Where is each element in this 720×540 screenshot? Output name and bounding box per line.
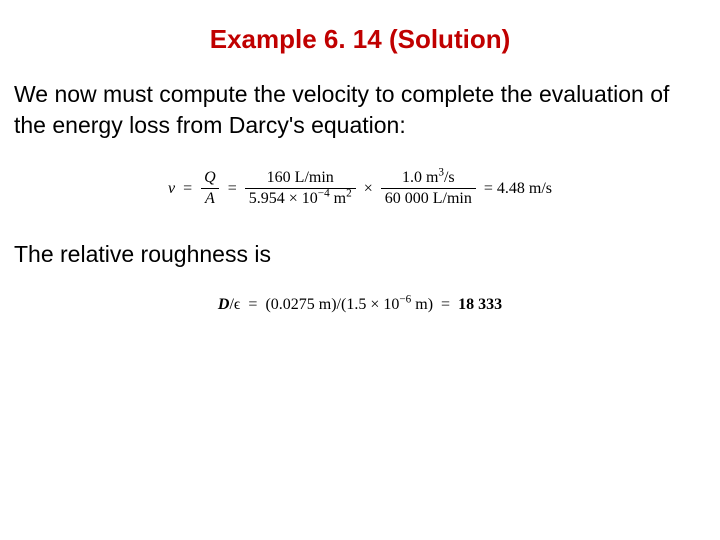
paragraph-1: We now must compute the velocity to comp…: [14, 79, 706, 141]
equation-roughness: D/ϵ = (0.0275 m)/(1.5 × 10−6 m) = 18 333: [14, 296, 706, 314]
eq1-frac3-num: 1.0 m3/s: [398, 169, 459, 188]
eq2-result: 18 333: [458, 296, 502, 314]
eq1-equals-1: =: [183, 180, 192, 198]
eq2-term1: (0.0275 m)/(1.5 × 10−6 m): [265, 296, 433, 314]
eq2-val1: 0.0275 m: [271, 296, 331, 313]
eq1-times: ×: [364, 180, 373, 198]
eq1-frac2-den-a: 5.954 × 10: [249, 190, 318, 207]
eq1-frac3-num-b: /s: [444, 169, 455, 186]
eq1-frac3: 1.0 m3/s 60 000 L/min: [381, 169, 476, 209]
eq1-frac3-den: 60 000 L/min: [381, 188, 476, 208]
eq1-lhs-var: v: [168, 180, 175, 198]
slide-title: Example 6. 14 (Solution): [14, 24, 706, 55]
eq2-equals-1: =: [248, 296, 257, 314]
slide: Example 6. 14 (Solution) We now must com…: [0, 0, 720, 540]
eq2-val2exp: −6: [399, 294, 411, 306]
eq2-equals-2: =: [441, 296, 450, 314]
eq2-rp2: ): [428, 296, 433, 313]
eq1-frac2-den-exp2: 2: [346, 188, 352, 200]
eq2-val2a: 1.5 × 10: [346, 296, 399, 313]
eq1-frac2-den-exp: −4: [318, 188, 330, 200]
eq1-frac2: 160 L/min 5.954 × 10−4 m2: [245, 169, 356, 209]
equation-velocity: v = Q A = 160 L/min 5.954 × 10−4 m2 × 1.…: [14, 169, 706, 209]
eq1-frac2-den: 5.954 × 10−4 m2: [245, 188, 356, 208]
eq1-frac2-num: 160 L/min: [263, 169, 338, 188]
paragraph-2: The relative roughness is: [14, 239, 706, 270]
eq1-frac1-den: A: [201, 188, 219, 208]
eq1-frac-QA: Q A: [200, 169, 220, 209]
eq1-frac3-num-a: 1.0 m: [402, 169, 438, 186]
eq1-frac2-den-b: m: [330, 190, 346, 207]
eq2-D: D: [218, 296, 230, 313]
eq2-eps: ϵ: [234, 296, 240, 313]
eq1-frac1-num: Q: [200, 169, 220, 188]
eq1-rhs: = 4.48 m/s: [484, 180, 552, 198]
eq2-val2b: m: [411, 296, 427, 313]
eq1-equals-2: =: [228, 180, 237, 198]
